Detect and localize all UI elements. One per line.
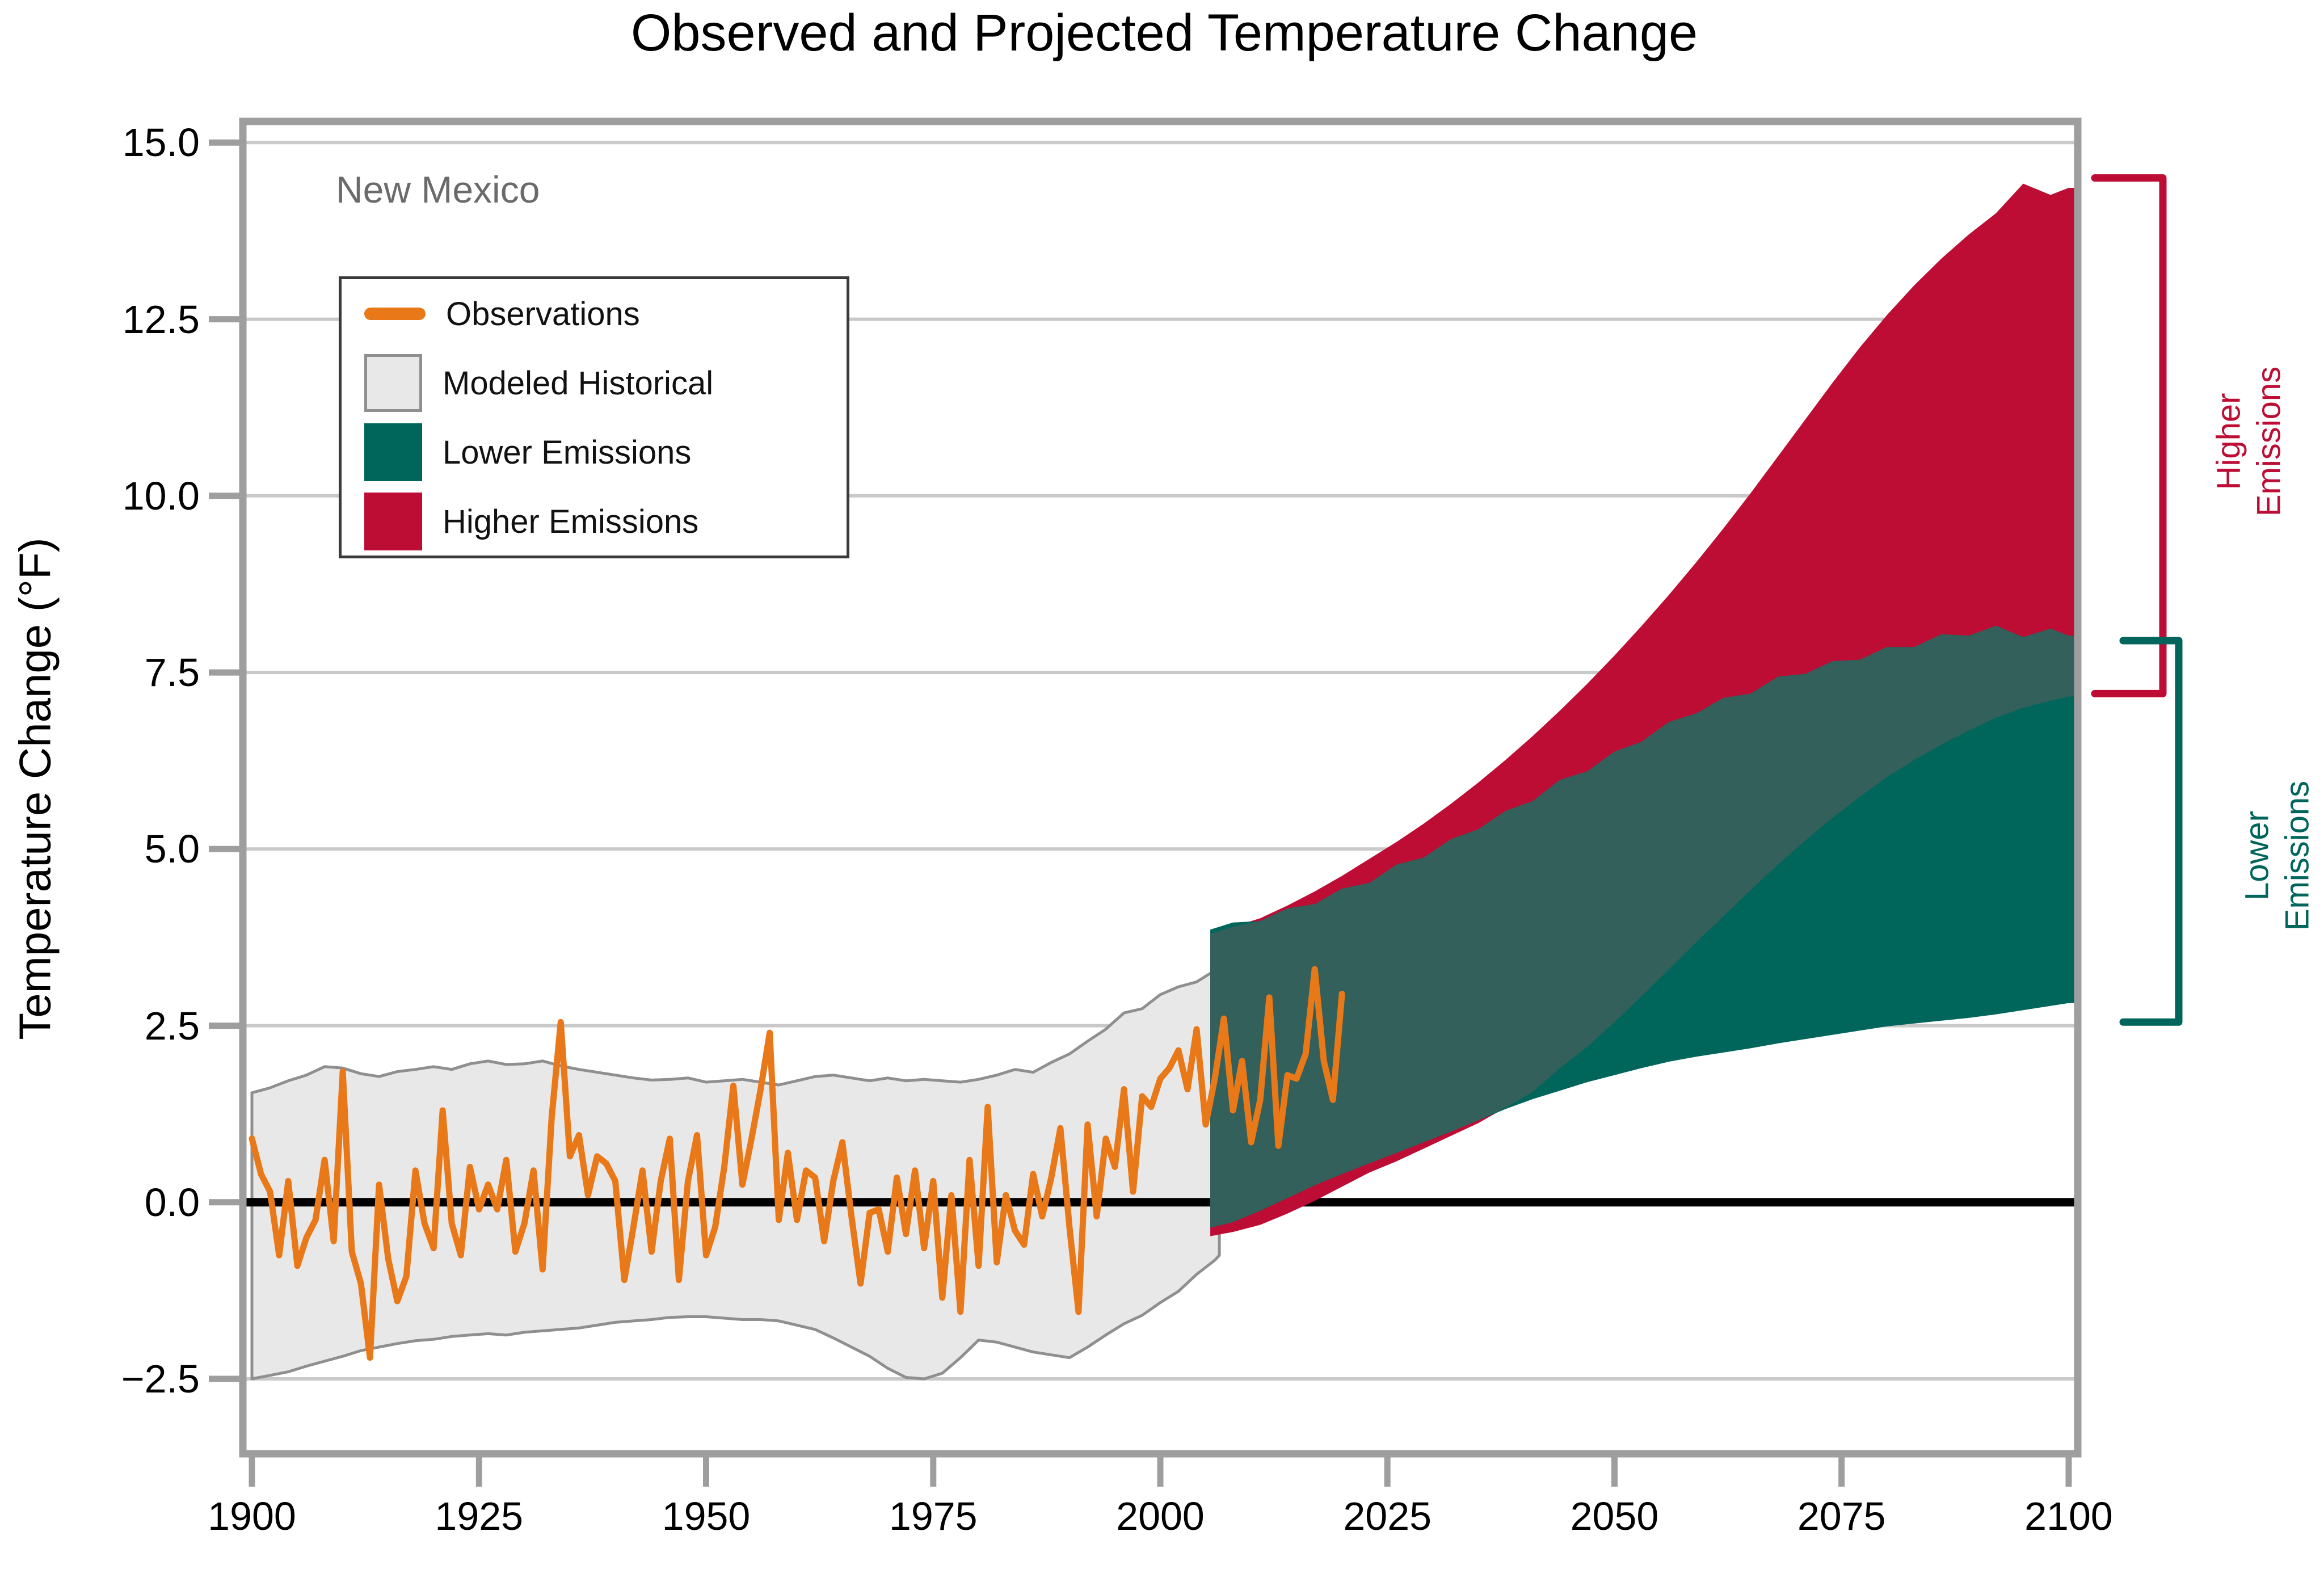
x-tick-label: 2000 [1116,1494,1205,1538]
y-tick-label: 2.5 [144,1003,200,1048]
x-tick-label: 1975 [889,1494,978,1538]
lower-emissions-annotation-line1: Lower [2238,811,2276,901]
higher-emissions-swatch [364,493,422,550]
legend-label: Observations [446,295,640,333]
y-tick-label: 10.0 [122,473,200,518]
lower-emissions-bracket [2119,637,2183,1026]
legend-label: Higher Emissions [443,503,699,540]
modeled-historical-swatch [364,354,422,412]
legend-label: Modeled Historical [443,364,714,402]
y-tick-label: −2.5 [121,1357,200,1402]
higher-emissions-bracket [2091,174,2167,697]
x-tick-label: 2025 [1343,1494,1432,1538]
y-tick-label: 5.0 [144,827,200,872]
legend-item-lower-emissions: Lower Emissions [342,418,847,487]
higher-emissions-annotation-line1: Higher [2210,393,2247,490]
x-tick-label: 1950 [662,1494,751,1538]
legend: Observations Modeled Historical Lower Em… [339,276,849,558]
y-tick-label: 7.5 [144,650,200,695]
higher-emissions-annotation: Higher Emissions [2209,367,2289,516]
legend-item-modeled-historical: Modeled Historical [342,348,847,418]
emissions-overlap-band [1210,625,2078,1228]
modeled-historical-band [250,967,1221,1381]
legend-label: Lower Emissions [443,434,692,471]
y-tick-label: 12.5 [122,297,200,342]
observations-line [249,966,1345,1361]
x-tick-label: 1925 [435,1494,524,1538]
lower-emissions-swatch [364,423,422,481]
legend-item-higher-emissions: Higher Emissions [342,487,847,556]
region-label: New Mexico [336,169,540,211]
x-tick-label: 2050 [1570,1494,1659,1538]
observations-line-swatch [364,308,426,320]
lower-emissions-annotation: Lower Emissions [2237,781,2318,931]
x-tick-label: 1900 [208,1494,296,1538]
y-axis-title: Temperature Change (°F) [10,537,60,1040]
y-tick-label: 15.0 [122,120,200,165]
x-tick-label: 2100 [2024,1494,2113,1538]
x-tick-label: 2075 [1797,1494,1886,1538]
lower-emissions-annotation-line2: Emissions [2279,780,2315,931]
y-tick-label: 0.0 [144,1180,200,1225]
chart-title: Observed and Projected Temperature Chang… [630,4,1698,62]
higher-emissions-annotation-line2: Emissions [2250,366,2287,517]
legend-item-observations: Observations [342,279,847,348]
